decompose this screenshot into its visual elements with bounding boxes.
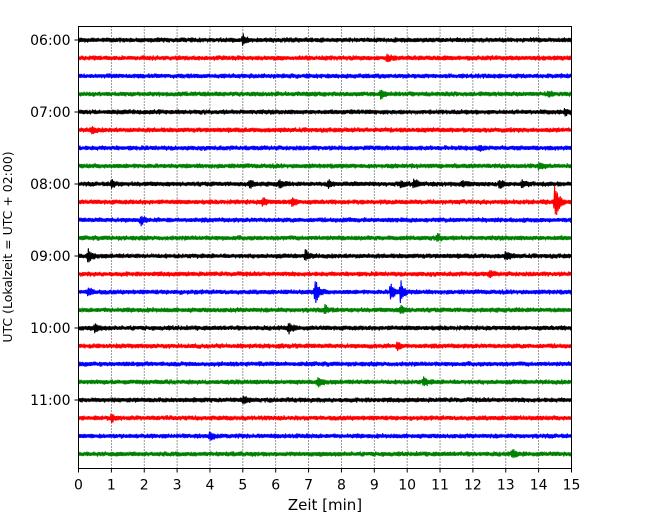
trace-row [77,233,573,242]
x-tick-label: 11 [431,478,449,494]
x-tick-label: 5 [238,478,247,494]
trace-row [77,303,573,315]
x-axis-ticks: 0 1 2 3 4 5 6 7 8 9 10 11 12 13 14 15 [74,468,581,494]
trace-rows [77,33,573,459]
trace-row [77,53,573,63]
x-tick-label: 7 [304,478,313,494]
trace-row [77,126,573,135]
trace-row [77,413,573,424]
trace-row [77,186,573,216]
x-tick-label: 4 [206,478,215,494]
trace-row [77,248,573,263]
trace-row [77,144,573,152]
x-tick-label: 14 [530,478,548,494]
trace-row [77,361,573,368]
x-tick-label: 12 [464,478,482,494]
trace-row [77,449,573,459]
trace-row [77,270,573,279]
trace-row [77,431,573,441]
y-tick-label: 06:00 [30,33,70,49]
trace-row [77,376,573,388]
x-tick-label: 9 [370,478,379,494]
y-axis-label: UTC (Lokalzeit = UTC + 02:00) [0,151,15,342]
trace-row [77,395,573,405]
y-tick-label: 09:00 [30,249,70,265]
trace-row [77,280,573,304]
y-tick-label: 10:00 [30,321,70,337]
trace-row [77,108,573,117]
x-tick-label: 1 [107,478,116,494]
y-tick-label: 07:00 [30,105,70,121]
trace-row [77,33,573,46]
x-tick-label: 13 [497,478,515,494]
trace-row [77,215,573,227]
x-tick-label: 3 [173,478,182,494]
trace-row [77,72,573,80]
trace-row [77,162,573,171]
x-tick-label: 2 [140,478,149,494]
plot-frame [78,26,572,469]
trace-row [77,89,573,100]
x-tick-label: 15 [563,478,581,494]
x-tick-label: 0 [74,478,83,494]
x-tick-label: 8 [337,478,346,494]
trace-row [77,178,573,189]
trace-row [77,341,573,352]
x-tick-label: 10 [398,478,416,494]
y-axis-ticks: 06:00 07:00 08:00 09:00 10:00 11:00 [30,33,79,409]
y-tick-label: 08:00 [30,177,70,193]
y-tick-label: 11:00 [30,393,70,409]
x-axis-label: Zeit [min] [288,496,362,514]
x-tick-label: 6 [271,478,280,494]
trace-row [77,322,573,335]
